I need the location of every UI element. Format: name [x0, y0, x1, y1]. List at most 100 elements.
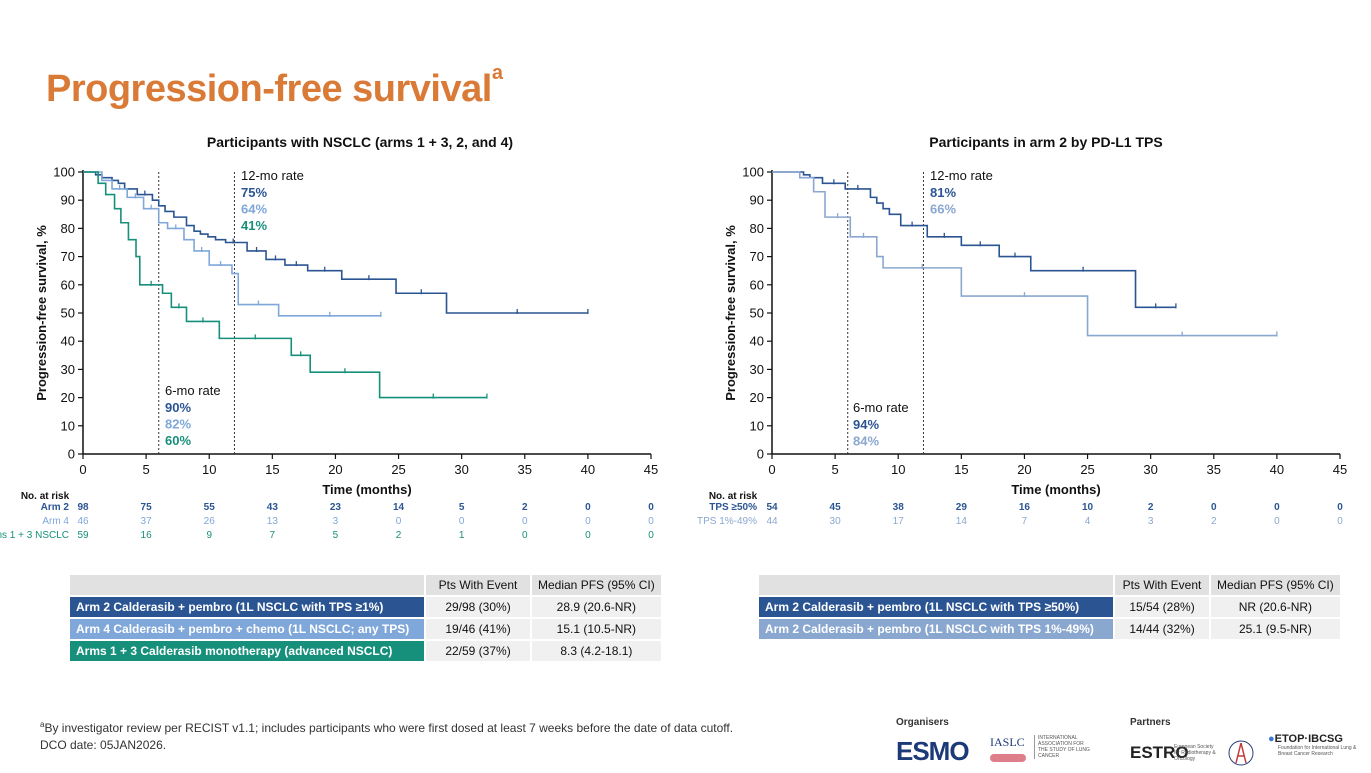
y-tick-label: 10	[750, 418, 764, 433]
y-tick-label: 80	[750, 221, 764, 236]
y-tick-label: 20	[61, 390, 75, 405]
risk-count: 0	[648, 530, 654, 541]
table-header-events: Pts With Event	[1115, 575, 1209, 595]
x-tick-label: 25	[1080, 462, 1094, 477]
table-row: Arm 2 Calderasib + pembro (1L NSCLC with…	[70, 597, 661, 617]
risk-count: 2	[1211, 516, 1217, 527]
risk-count: 59	[77, 530, 89, 541]
risk-count: 30	[830, 516, 842, 527]
events-cell: 14/44 (32%)	[1115, 619, 1209, 639]
x-tick-label: 5	[142, 462, 149, 477]
events-cell: 22/59 (37%)	[426, 641, 530, 661]
y-tick-label: 60	[750, 277, 764, 292]
risk-count: 0	[1337, 516, 1343, 527]
arm-label: Arm 2 Calderasib + pembro (1L NSCLC with…	[70, 597, 424, 617]
risk-row-label: Arm 2	[41, 502, 70, 513]
risk-count: 0	[522, 530, 528, 541]
risk-count: 0	[1211, 502, 1217, 513]
risk-count: 26	[204, 516, 216, 527]
rate-12mo-value: 41%	[241, 218, 267, 233]
risk-count: 0	[585, 502, 591, 513]
x-tick-label: 5	[831, 462, 838, 477]
rate-6mo-value: 94%	[853, 417, 879, 432]
risk-table-heading: No. at risk	[21, 491, 70, 502]
events-cell: 19/46 (41%)	[426, 619, 530, 639]
y-tick-label: 100	[742, 165, 764, 180]
median-cell: 28.9 (20.6-NR)	[532, 597, 661, 617]
risk-count: 0	[648, 502, 654, 513]
pfs-summary-table-right: Pts With Event Median PFS (95% CI) Arm 2…	[757, 573, 1342, 641]
risk-count: 9	[206, 530, 212, 541]
risk-count: 55	[204, 502, 216, 513]
risk-count: 1	[459, 530, 465, 541]
survival-curve	[83, 171, 588, 314]
risk-count: 0	[585, 530, 591, 541]
y-tick-label: 0	[757, 447, 764, 462]
table-row: Arm 2 Calderasib + pembro (1L NSCLC with…	[759, 597, 1340, 617]
risk-count: 4	[1085, 516, 1091, 527]
risk-row-label: Arms 1 + 3 NSCLC	[0, 530, 69, 541]
x-tick-label: 25	[391, 462, 405, 477]
y-tick-label: 90	[750, 193, 764, 208]
x-tick-label: 20	[328, 462, 342, 477]
y-tick-label: 70	[61, 249, 75, 264]
table-row: Arms 1 + 3 Calderasib monotherapy (advan…	[70, 641, 661, 661]
partner-emblem	[1227, 738, 1255, 773]
rate-12mo-value: 75%	[241, 185, 267, 200]
median-cell: 25.1 (9.5-NR)	[1211, 619, 1340, 639]
x-tick-label: 0	[768, 462, 775, 477]
rate-6mo-label: 6-mo rate	[853, 400, 909, 415]
risk-count: 0	[1274, 502, 1280, 513]
pfs-summary-table-left: Pts With Event Median PFS (95% CI) Arm 2…	[68, 573, 663, 663]
risk-row-label: TPS ≥50%	[709, 502, 757, 513]
x-axis-label: Time (months)	[322, 482, 411, 497]
y-tick-label: 60	[61, 277, 75, 292]
median-cell: 8.3 (4.2-18.1)	[532, 641, 661, 661]
risk-count: 0	[1274, 516, 1280, 527]
km-charts: Participants with NSCLC (arms 1 + 3, 2, …	[0, 134, 1347, 541]
risk-count: 7	[1022, 516, 1028, 527]
x-tick-label: 10	[891, 462, 905, 477]
esmo-logo: ESMO	[896, 736, 970, 766]
x-tick-label: 0	[79, 462, 86, 477]
risk-count: 3	[1148, 516, 1154, 527]
table-header-median: Median PFS (95% CI)	[1211, 575, 1340, 595]
page-title: Progression-free survivala	[46, 62, 503, 110]
events-cell: 29/98 (30%)	[426, 597, 530, 617]
x-tick-label: 45	[1333, 462, 1347, 477]
survival-curve	[772, 171, 1176, 309]
risk-count: 2	[522, 502, 528, 513]
arm-label: Arm 2 Calderasib + pembro (1L NSCLC with…	[759, 619, 1113, 639]
y-tick-label: 40	[750, 334, 764, 349]
risk-count: 46	[77, 516, 89, 527]
y-tick-label: 0	[68, 447, 75, 462]
km-chart-1: Participants with NSCLC (arms 1 + 3, 2, …	[0, 134, 658, 541]
risk-count: 0	[648, 516, 654, 527]
median-cell: NR (20.6-NR)	[1211, 597, 1340, 617]
table-row: Arm 2 Calderasib + pembro (1L NSCLC with…	[759, 619, 1340, 639]
chart-title: Participants with NSCLC (arms 1 + 3, 2, …	[207, 134, 513, 150]
etop-ibcsg-logo: ●ETOP·IBCSG Foundation for International…	[1268, 733, 1357, 757]
y-tick-label: 80	[61, 221, 75, 236]
y-tick-label: 90	[61, 193, 75, 208]
chart-title: Participants in arm 2 by PD-L1 TPS	[929, 134, 1162, 150]
x-tick-label: 30	[454, 462, 468, 477]
y-tick-label: 70	[750, 249, 764, 264]
risk-count: 0	[396, 516, 402, 527]
risk-count: 44	[766, 516, 778, 527]
y-tick-label: 50	[750, 306, 764, 321]
risk-count: 0	[585, 516, 591, 527]
risk-count: 45	[830, 502, 842, 513]
rate-12mo-label: 12-mo rate	[930, 168, 993, 183]
rate-6mo-value: 90%	[165, 400, 191, 415]
x-tick-label: 15	[265, 462, 279, 477]
table-header-median: Median PFS (95% CI)	[532, 575, 661, 595]
risk-count: 0	[1337, 502, 1343, 513]
survival-curve	[83, 171, 381, 317]
y-axis-label: Progression-free survival, %	[723, 225, 738, 401]
y-tick-label: 50	[61, 306, 75, 321]
risk-count: 3	[333, 516, 339, 527]
table-header-blank	[70, 575, 424, 595]
risk-count: 14	[393, 502, 405, 513]
risk-count: 23	[330, 502, 342, 513]
